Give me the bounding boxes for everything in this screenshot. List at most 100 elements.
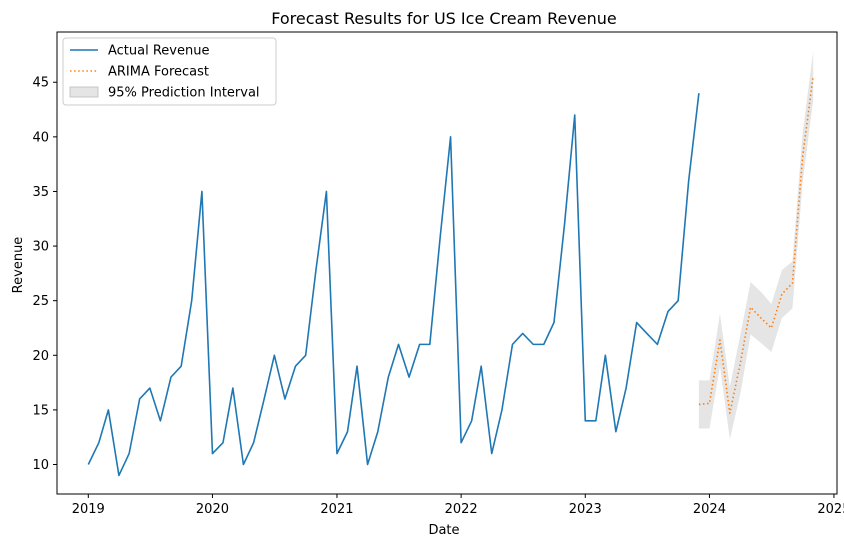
y-axis-title: Revenue — [11, 237, 26, 294]
actual-revenue-point — [149, 387, 151, 389]
arima-forecast-point — [739, 362, 741, 364]
actual-revenue-point — [222, 442, 224, 444]
actual-revenue-point — [595, 420, 597, 422]
actual-revenue-point — [305, 354, 307, 356]
actual-revenue-point — [326, 191, 328, 193]
plot-frame — [56, 31, 838, 495]
actual-revenue-point — [564, 223, 566, 225]
legend-label-arima-forecast: ARIMA Forecast — [108, 65, 209, 80]
legend: Actual Revenue ARIMA Forecast 95% Predicti… — [62, 37, 277, 106]
actual-revenue-point — [646, 333, 648, 335]
actual-revenue-point — [367, 464, 369, 466]
actual-revenue-point — [128, 453, 130, 455]
arima-forecast-point — [792, 282, 794, 284]
actual-revenue-point — [625, 387, 627, 389]
actual-revenue-point — [656, 343, 658, 345]
actual-revenue-point — [491, 453, 493, 455]
actual-revenue-point — [87, 464, 89, 466]
actual-revenue-point — [170, 376, 172, 378]
actual-revenue-point — [636, 322, 638, 324]
arima-forecast-point — [770, 327, 772, 329]
actual-revenue-point — [604, 354, 606, 356]
actual-revenue-point — [212, 453, 214, 455]
actual-revenue-point — [315, 267, 317, 269]
arima-forecast-point — [709, 402, 711, 404]
actual-revenue-point — [522, 333, 524, 335]
actual-revenue-point — [356, 365, 358, 367]
actual-revenue-point — [584, 420, 586, 422]
actual-revenue-point — [253, 442, 255, 444]
x-tick-label: 2022 — [445, 502, 478, 517]
arima-forecast-point — [750, 306, 752, 308]
actual-revenue-point — [615, 431, 617, 433]
actual-revenue-point — [480, 365, 482, 367]
arima-forecast-point — [719, 339, 721, 341]
y-tick-label: 30 — [32, 240, 49, 255]
arima-forecast-point — [760, 317, 762, 319]
actual-revenue-point — [501, 409, 503, 411]
actual-revenue-point — [263, 398, 265, 400]
actual-revenue-point — [677, 300, 679, 302]
actual-revenue-point — [574, 114, 576, 116]
actual-revenue-point — [336, 453, 338, 455]
actual-revenue-point — [471, 420, 473, 422]
arima-forecast-line — [698, 75, 814, 414]
y-tick-label: 20 — [32, 349, 49, 364]
actual-revenue-point — [398, 343, 400, 345]
actual-revenue-point — [98, 442, 100, 444]
plot-area — [87, 51, 814, 477]
x-tick-label: 2019 — [72, 502, 105, 517]
x-tick-label: 2021 — [320, 502, 353, 517]
y-tick-label: 15 — [32, 403, 49, 418]
x-tick-label: 2023 — [569, 502, 602, 517]
actual-revenue-point — [512, 343, 514, 345]
actual-revenue-point — [201, 191, 203, 193]
y-tick-label: 25 — [32, 294, 49, 309]
actual-revenue-point — [667, 311, 669, 313]
actual-revenue-point — [543, 343, 545, 345]
x-tick-label: 2024 — [693, 502, 726, 517]
x-tick-label: 2020 — [196, 502, 229, 517]
arima-forecast-point — [812, 75, 814, 77]
actual-revenue-point — [387, 376, 389, 378]
actual-revenue-point — [439, 234, 441, 236]
y-tick-label: 45 — [32, 76, 49, 91]
actual-revenue-point — [429, 343, 431, 345]
legend-label-actual-revenue: Actual Revenue — [108, 44, 209, 59]
actual-revenue-point — [347, 431, 349, 433]
arima-forecast-point — [781, 293, 783, 295]
actual-revenue-point — [460, 442, 462, 444]
arima-forecast-point — [802, 156, 804, 158]
actual-revenue-point — [191, 300, 193, 302]
actual-revenue-point — [107, 409, 109, 411]
actual-revenue-point — [232, 387, 234, 389]
y-axis: 10 15 20 25 30 35 40 45 — [32, 76, 57, 473]
actual-revenue-point — [688, 180, 690, 182]
actual-revenue-point — [243, 464, 245, 466]
actual-revenue-point — [295, 365, 297, 367]
chart-title: Forecast Results for US Ice Cream Revenu… — [271, 9, 617, 28]
actual-revenue-point — [450, 136, 452, 138]
actual-revenue-point — [180, 365, 182, 367]
actual-revenue-point — [377, 431, 379, 433]
legend-label-95-prediction-interval: 95% Prediction Interval — [108, 86, 260, 101]
y-tick-label: 35 — [32, 185, 49, 200]
legend-box — [62, 37, 277, 106]
actual-revenue-point — [118, 475, 120, 477]
y-tick-label: 40 — [32, 130, 49, 145]
actual-revenue-point — [284, 398, 286, 400]
actual-revenue-line — [87, 93, 700, 477]
legend-swatch-95-prediction-interval — [69, 86, 99, 98]
arima-forecast-point — [729, 412, 731, 414]
actual-revenue-point — [408, 376, 410, 378]
actual-revenue-point — [273, 354, 275, 356]
actual-revenue-point — [419, 343, 421, 345]
actual-revenue-point — [532, 343, 534, 345]
y-tick-label: 10 — [32, 458, 49, 473]
actual-revenue-point — [139, 398, 141, 400]
actual-revenue-point — [698, 92, 700, 94]
arima-forecast-point — [698, 404, 700, 406]
